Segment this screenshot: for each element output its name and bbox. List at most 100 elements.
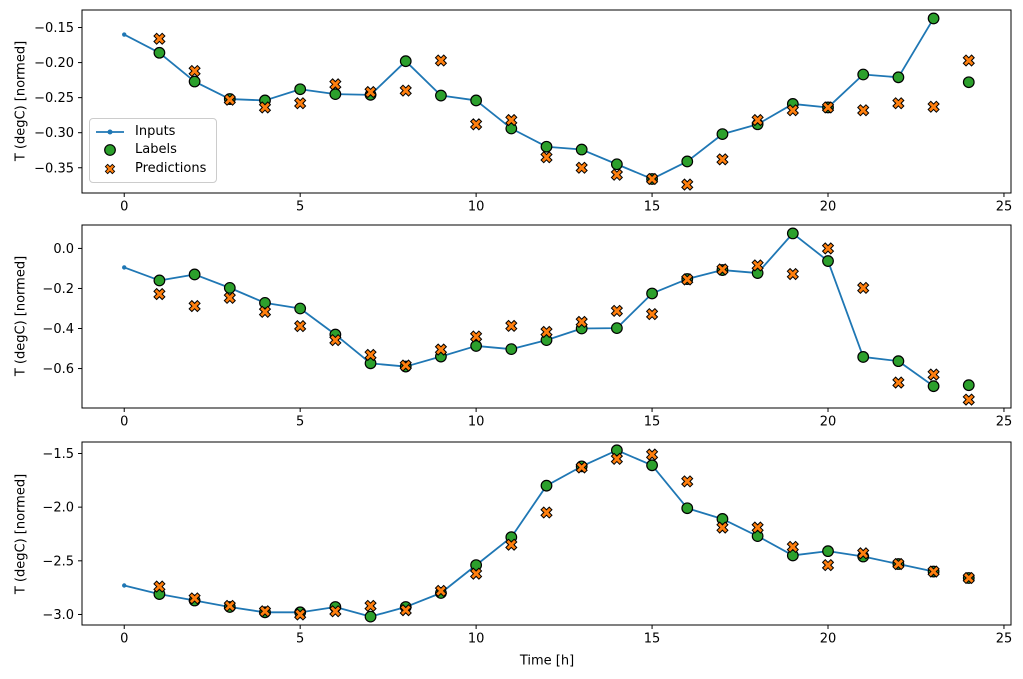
predictions-marker [751,521,764,534]
predictions-marker [399,84,412,97]
predictions-marker [716,263,729,276]
predictions-marker [786,267,799,281]
subplot-1: −0.15 −0.20 −0.25 −0.30 −0.35 0 5 10 15 20 25 [34,9,1013,215]
x-tick-label: 15 [644,632,661,647]
labels-marker [188,75,201,88]
y-tick-label: −3.0 [42,608,74,623]
labels-marker [399,55,412,68]
predictions-marker [786,540,799,554]
predictions-marker [329,78,342,91]
subplot-3: −1.5 −2.0 −2.5 −3.0 0 5 10 15 20 25 [42,441,1013,647]
x-tick-label: 0 [120,632,128,647]
predictions-marker [540,325,553,339]
y-tick-label: −0.30 [34,126,74,141]
legend-label-inputs: Inputs [135,124,176,140]
predictions-marker [751,259,764,272]
labels-marker [822,545,834,558]
predictions-marker [927,565,940,578]
inputs-marker [122,583,127,588]
x-tick-label: 15 [644,415,661,430]
predictions-marker [857,547,870,560]
legend: Inputs Labels Predictions [89,118,217,183]
labels-marker [294,302,307,315]
y-tick-label: 0.0 [53,242,74,257]
predictions-marker [681,475,694,488]
labels-marker [153,46,166,59]
inputs-line [123,232,935,387]
predictions-marker [857,281,870,295]
axes-frame [81,224,1012,409]
labels-marker [892,71,905,84]
predictions-marker [575,161,588,174]
x-tick-label: 25 [996,415,1013,430]
predictions-marker [645,307,659,321]
legend-label-predictions: Predictions [135,160,207,176]
y-tick-label: −0.25 [34,91,74,106]
legend-item-labels: Labels [95,141,210,159]
y-axis-label-top: T (degC) [normed] [13,40,29,162]
labels-marker [962,76,975,89]
y-axis-label-middle: T (degC) [normed] [13,255,29,377]
predictions-marker [258,305,272,319]
labels-circle-icon [104,144,116,157]
predictions-marker [399,359,412,372]
x-tick-label: 25 [996,632,1013,647]
predictions-marker [505,538,518,551]
axes-frame [81,441,1012,626]
predictions-marker [329,333,342,347]
y-tick-label: −0.35 [34,161,74,176]
predictions-marker [575,461,588,474]
y-tick-label: −0.6 [42,362,74,377]
predictions-marker [751,113,764,127]
predictions-marker [188,299,201,313]
predictions-marker [153,32,166,45]
predictions-marker [892,557,905,571]
x-tick-label: 0 [120,200,128,215]
predictions-marker [223,93,236,106]
x-tick-label: 10 [468,200,485,215]
labels-marker [927,380,940,393]
labels-marker [540,140,553,153]
labels-marker [540,479,553,492]
predictions-marker [540,506,553,519]
labels-marker [294,83,307,96]
predictions-marker [786,104,799,117]
labels-marker [364,610,377,623]
predictions-marker [434,584,448,598]
labels-marker [857,68,870,81]
labels-marker [470,94,483,107]
labels-marker [857,351,870,363]
predictions-marker [681,273,694,286]
predictions-marker [962,393,975,406]
predictions-marker [153,287,166,301]
predictions-marker [610,168,624,181]
predictions-marker [857,104,870,117]
predictions-marker [716,153,729,166]
inputs-line [123,17,935,180]
inputs-marker [122,32,127,37]
x-axis-label: Time [h] [519,653,575,669]
predictions-marker [223,291,236,305]
predictions-marker [364,348,377,362]
x-tick-label: 20 [820,415,837,430]
predictions-marker [962,571,975,585]
predictions-marker [223,599,236,613]
x-tick-label: 5 [296,415,304,430]
x-tick-label: 20 [820,632,837,647]
predictions-marker [399,604,412,617]
x-tick-label: 15 [644,200,661,215]
predictions-marker [469,118,483,131]
predictions-marker [575,315,588,329]
x-tick-label: 25 [996,200,1013,215]
labels-marker [962,379,975,392]
predictions-marker [469,330,483,343]
predictions-marker [821,101,835,114]
predictions-marker [645,448,659,461]
predictions-marker [927,100,940,113]
labels-marker [681,502,694,515]
y-tick-label: −2.0 [42,501,74,516]
predictions-marker [364,599,377,613]
predictions-marker [294,97,307,110]
y-tick-label: −0.15 [34,21,74,36]
